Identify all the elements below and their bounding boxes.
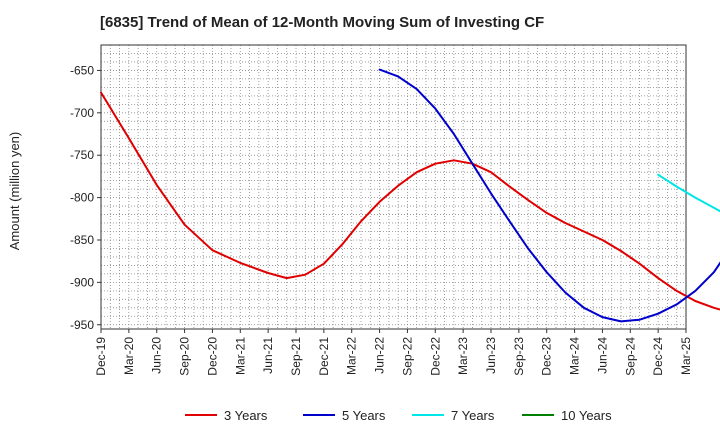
chart-title: [6835] Trend of Mean of 12-Month Moving … xyxy=(100,14,545,31)
x-tick-label: Dec-22 xyxy=(428,337,442,376)
x-tick-label: Mar-20 xyxy=(122,337,136,375)
x-tick-label: Mar-23 xyxy=(456,337,470,375)
plot-frame xyxy=(100,44,687,330)
axis-layer: Dec-19 Mar-20 Jun-20 Sep-20 Dec-20 Mar-21 Jun-… xyxy=(70,44,693,376)
x-tick-label: Mar-24 xyxy=(568,337,582,375)
x-tick-label: Jun-20 xyxy=(150,337,164,374)
x-tick-label: Jun-22 xyxy=(373,337,387,374)
y-tick-label: -850 xyxy=(70,233,94,247)
y-tick-label: -900 xyxy=(70,275,94,289)
x-tick-label: Jun-21 xyxy=(261,337,275,374)
y-tick-label: -700 xyxy=(70,106,94,120)
series-line-5-years xyxy=(378,68,720,323)
x-tick-label: Jun-23 xyxy=(484,337,498,374)
legend-label: 5 Years xyxy=(342,408,386,423)
x-tick-label: Dec-19 xyxy=(94,337,108,376)
y-tick-label: -650 xyxy=(70,63,94,77)
x-tick-label: Mar-25 xyxy=(679,337,693,375)
x-tick-label: Dec-24 xyxy=(651,337,665,376)
y-axis-title: Amount (million yen) xyxy=(7,132,22,251)
x-tick-label: Mar-21 xyxy=(233,337,247,375)
legend-label: 3 Years xyxy=(224,408,268,423)
x-tick-label: Sep-21 xyxy=(289,337,303,376)
x-tick-label: Dec-21 xyxy=(317,337,331,376)
series-line-3-years xyxy=(100,91,720,311)
x-tick-label: Dec-20 xyxy=(205,337,219,376)
legend: 3 Years 5 Years 7 Years 10 Years xyxy=(185,408,612,423)
grid-layer xyxy=(101,45,686,329)
y-tick-label: -800 xyxy=(70,191,94,205)
x-tick-label: Jun-24 xyxy=(595,337,609,374)
series-layer xyxy=(100,68,720,323)
y-tick-label: -950 xyxy=(70,318,94,332)
x-tick-label: Sep-24 xyxy=(623,337,637,376)
x-tick-label: Sep-22 xyxy=(400,337,414,376)
x-tick-label: Sep-20 xyxy=(178,337,192,376)
x-tick-label: Sep-23 xyxy=(512,337,526,376)
series-line-7-years xyxy=(657,173,720,213)
x-tick-label: Mar-22 xyxy=(345,337,359,375)
legend-label: 10 Years xyxy=(561,408,612,423)
legend-label: 7 Years xyxy=(451,408,495,423)
y-tick-label: -750 xyxy=(70,148,94,162)
x-tick-label: Dec-23 xyxy=(540,337,554,376)
